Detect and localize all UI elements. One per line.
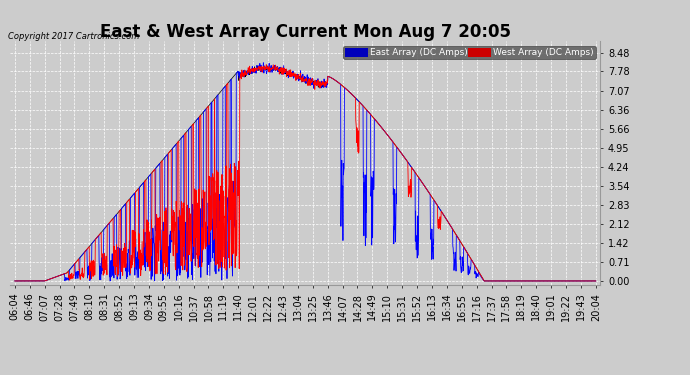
Text: Copyright 2017 Cartronics.com: Copyright 2017 Cartronics.com bbox=[8, 32, 139, 41]
Title: East & West Array Current Mon Aug 7 20:05: East & West Array Current Mon Aug 7 20:0… bbox=[100, 23, 511, 41]
Legend: East Array (DC Amps), West Array (DC Amps): East Array (DC Amps), West Array (DC Amp… bbox=[343, 46, 595, 59]
